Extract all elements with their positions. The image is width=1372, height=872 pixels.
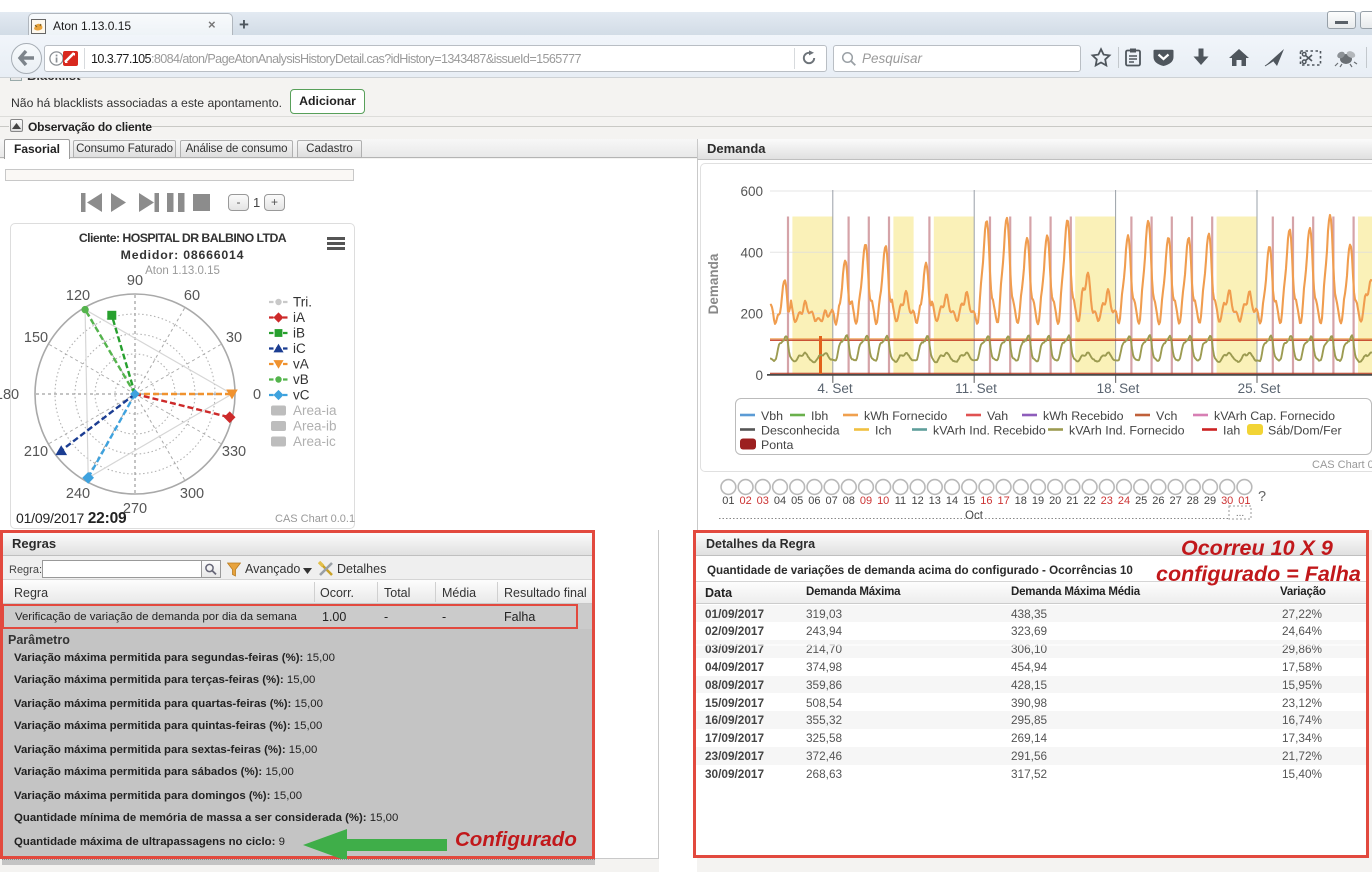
svg-text:03: 03: [757, 495, 769, 507]
svg-text:Vch: Vch: [1156, 409, 1177, 423]
svg-text:Area-ia: Area-ia: [293, 403, 337, 418]
svg-text:22: 22: [1083, 495, 1095, 507]
svg-text:28: 28: [1187, 495, 1199, 507]
svg-text:30: 30: [1221, 495, 1233, 507]
svg-text:Oct: Oct: [965, 510, 984, 522]
svg-text:02: 02: [739, 495, 751, 507]
svg-text:0: 0: [755, 368, 763, 383]
svg-text:06: 06: [808, 495, 820, 507]
svg-text:25. Set: 25. Set: [1238, 381, 1281, 396]
svg-text:60: 60: [184, 288, 200, 304]
svg-text:200: 200: [740, 307, 763, 322]
svg-text:18: 18: [1015, 495, 1027, 507]
svg-text:Ich: Ich: [875, 423, 892, 437]
svg-text:300: 300: [180, 486, 204, 502]
svg-text:400: 400: [740, 245, 763, 260]
svg-text:14: 14: [946, 495, 958, 507]
svg-text:vA: vA: [293, 357, 309, 372]
svg-text:90: 90: [127, 273, 143, 289]
svg-text:0: 0: [253, 387, 261, 403]
svg-text:27: 27: [1169, 495, 1181, 507]
svg-text:07: 07: [825, 495, 837, 507]
svg-text:iC: iC: [293, 341, 306, 356]
svg-text:10: 10: [877, 495, 889, 507]
svg-text:17: 17: [997, 495, 1009, 507]
svg-text:iA: iA: [293, 310, 305, 325]
svg-text:Vah: Vah: [987, 409, 1008, 423]
svg-text:11. Set: 11. Set: [955, 381, 997, 396]
svg-text:26: 26: [1152, 495, 1164, 507]
svg-text:Area-ib: Area-ib: [293, 419, 337, 434]
svg-text:Desconhecida: Desconhecida: [761, 423, 840, 437]
svg-text:kWh Fornecido: kWh Fornecido: [864, 409, 947, 423]
svg-text:01: 01: [1238, 495, 1250, 507]
svg-text:iB: iB: [293, 326, 305, 341]
svg-text:kWh Recebido: kWh Recebido: [1043, 409, 1124, 423]
svg-text:kVArh Ind. Recebido: kVArh Ind. Recebido: [933, 423, 1046, 437]
svg-text:240: 240: [66, 486, 90, 502]
svg-text:Sáb/Dom/Fer: Sáb/Dom/Fer: [1268, 423, 1342, 437]
svg-text:180: 180: [0, 387, 19, 403]
svg-text:16: 16: [980, 495, 992, 507]
svg-text:24: 24: [1118, 495, 1130, 507]
svg-text:Vbh: Vbh: [761, 409, 783, 423]
svg-text:kVArh Cap. Fornecido: kVArh Cap. Fornecido: [1214, 409, 1335, 423]
svg-text:120: 120: [66, 288, 90, 304]
svg-text:15: 15: [963, 495, 975, 507]
svg-text:12: 12: [911, 495, 923, 507]
svg-text:21: 21: [1066, 495, 1078, 507]
svg-text:600: 600: [740, 184, 763, 199]
svg-text:08: 08: [843, 495, 855, 507]
svg-text:04: 04: [774, 495, 786, 507]
svg-text:11: 11: [895, 495, 906, 507]
svg-text:?: ?: [1258, 489, 1266, 505]
svg-text:29: 29: [1204, 495, 1216, 507]
svg-text:vC: vC: [293, 388, 310, 403]
svg-text:vB: vB: [293, 372, 309, 387]
svg-text:Ponta: Ponta: [761, 438, 793, 452]
svg-text:...: ...: [1236, 508, 1244, 519]
svg-text:4. Set: 4. Set: [817, 381, 853, 396]
svg-text:09: 09: [860, 495, 872, 507]
svg-text:Ibh: Ibh: [811, 409, 828, 423]
svg-text:Iah: Iah: [1223, 423, 1240, 437]
svg-text:Tri.: Tri.: [293, 295, 312, 310]
svg-text:210: 210: [24, 444, 48, 460]
svg-text:30: 30: [226, 330, 242, 346]
svg-text:01: 01: [722, 495, 734, 507]
svg-text:270: 270: [123, 501, 147, 517]
svg-text:19: 19: [1032, 495, 1044, 507]
svg-text:Demanda: Demanda: [706, 253, 721, 314]
svg-text:330: 330: [222, 444, 246, 460]
svg-text:kVArh Ind. Fornecido: kVArh Ind. Fornecido: [1069, 423, 1185, 437]
svg-text:13: 13: [929, 495, 941, 507]
svg-text:20: 20: [1049, 495, 1061, 507]
svg-text:18. Set: 18. Set: [1097, 381, 1140, 396]
svg-text:150: 150: [24, 330, 48, 346]
svg-text:25: 25: [1135, 495, 1147, 507]
svg-text:Area-ic: Area-ic: [293, 434, 336, 449]
svg-text:23: 23: [1101, 495, 1113, 507]
svg-text:05: 05: [791, 495, 803, 507]
